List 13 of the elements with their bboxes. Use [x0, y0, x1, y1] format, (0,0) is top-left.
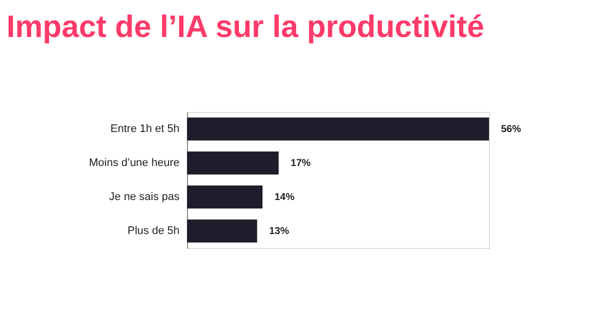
bar	[187, 220, 258, 242]
bar	[187, 118, 489, 140]
y-tick-label: Moins d’une heure	[88, 157, 180, 169]
bar	[187, 186, 262, 208]
bar	[187, 152, 279, 174]
chart-title: Impact de l’IA sur la productivité	[6, 9, 484, 44]
y-tick-label: Plus de 5h	[128, 225, 180, 237]
data-label: 13%	[269, 226, 290, 237]
y-tick-label: Je ne sais pas	[109, 191, 180, 203]
data-label: 14%	[274, 192, 295, 203]
y-tick-label: Entre 1h et 5h	[110, 123, 180, 135]
data-label: 56%	[501, 124, 522, 135]
data-label: 17%	[290, 158, 311, 169]
